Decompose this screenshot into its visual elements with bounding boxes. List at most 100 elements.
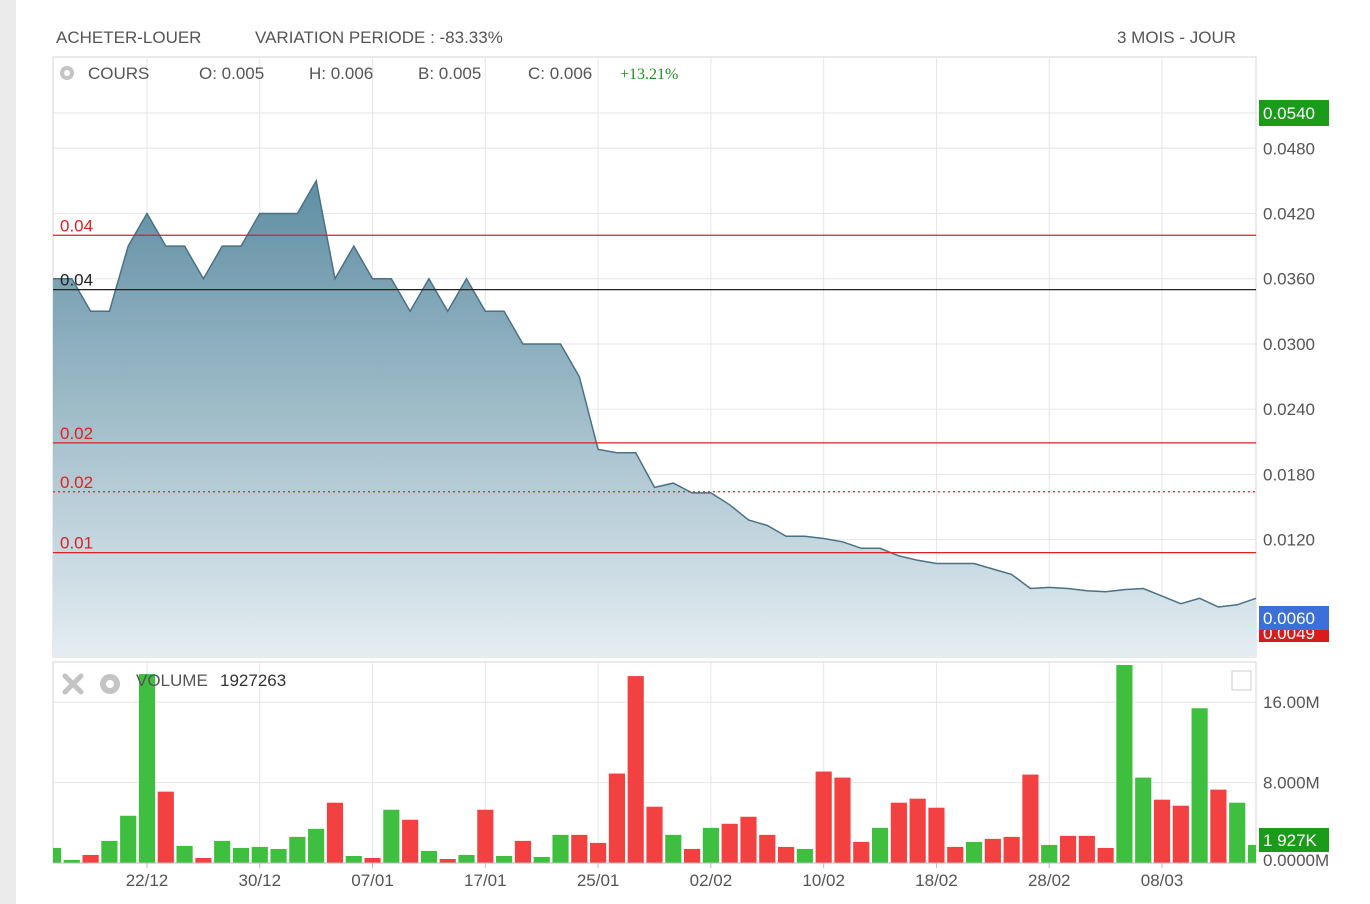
volume-bar bbox=[458, 854, 475, 863]
x-tick-label: 10/02 bbox=[802, 871, 845, 890]
last-price-badge: 0.0060 bbox=[1259, 606, 1329, 630]
volume-bar bbox=[721, 823, 738, 863]
volume-bar bbox=[571, 834, 588, 863]
volume-bar bbox=[251, 846, 268, 863]
volume-bar bbox=[853, 841, 870, 863]
svg-text:0.0540: 0.0540 bbox=[1263, 104, 1315, 123]
volume-bar bbox=[289, 836, 306, 863]
x-tick-label: 07/01 bbox=[351, 871, 394, 890]
volume-bar bbox=[439, 858, 456, 863]
volume-bar bbox=[777, 846, 795, 863]
volume-bar bbox=[1135, 777, 1152, 863]
volume-bar bbox=[759, 834, 776, 863]
volume-bar bbox=[740, 816, 757, 863]
close-value: C: 0.006 bbox=[528, 64, 592, 83]
volume-bar bbox=[120, 815, 137, 863]
open-value: O: 0.005 bbox=[199, 64, 264, 83]
price-y-tick-label: 0.0480 bbox=[1263, 139, 1315, 158]
volume-bar bbox=[53, 847, 62, 863]
volume-bar bbox=[627, 676, 644, 863]
volume-bar bbox=[402, 819, 419, 863]
volume-bar bbox=[590, 842, 607, 863]
volume-bar bbox=[1247, 844, 1256, 863]
volume-y-tick-label: 8.000M bbox=[1263, 774, 1320, 793]
volume-badge: 1 927K bbox=[1259, 828, 1329, 852]
volume-bar bbox=[646, 806, 663, 863]
price-y-axis: 0.0480 0.0420 0.0360 0.0300 0.0240 0.0180 0.01… bbox=[1263, 139, 1315, 549]
volume-bar bbox=[1097, 847, 1114, 863]
period-variation: VARIATION PERIODE : -83.33% bbox=[255, 28, 503, 47]
price-level-label: 0.02 bbox=[60, 473, 93, 492]
high-value: H: 0.006 bbox=[309, 64, 373, 83]
low-value: B: 0.005 bbox=[418, 64, 481, 83]
volume-bar bbox=[947, 846, 964, 863]
volume-bar bbox=[965, 841, 983, 863]
volume-bar bbox=[514, 840, 532, 863]
volume-bar bbox=[1059, 835, 1077, 863]
volume-bar bbox=[496, 855, 513, 863]
x-tick-label: 25/01 bbox=[577, 871, 620, 890]
price-level-label: 0.02 bbox=[60, 424, 93, 443]
price-y-tick-label: 0.0120 bbox=[1263, 531, 1315, 550]
volume-bar bbox=[1078, 835, 1095, 863]
volume-label: VOLUME bbox=[136, 671, 208, 690]
price-area bbox=[53, 180, 1256, 657]
price-y-tick-label: 0.0360 bbox=[1263, 270, 1315, 289]
x-tick-label: 18/02 bbox=[915, 871, 958, 890]
volume-bar bbox=[871, 827, 889, 863]
volume-bar bbox=[63, 859, 80, 863]
volume-bar bbox=[702, 827, 719, 863]
svg-text:1 927K: 1 927K bbox=[1263, 831, 1318, 850]
volume-bar bbox=[984, 838, 1001, 863]
volume-y-axis: 16.00M 8.000M 0.0000M bbox=[1263, 693, 1329, 870]
volume-bar bbox=[195, 857, 212, 863]
volume-bar bbox=[138, 674, 156, 863]
volume-bar bbox=[665, 834, 682, 863]
volume-bars bbox=[53, 665, 1256, 863]
volume-y-tick-label: 0.0000M bbox=[1263, 851, 1329, 870]
volume-bar bbox=[552, 834, 569, 863]
volume-bar bbox=[477, 809, 494, 863]
period-selector[interactable]: 3 MOIS - JOUR bbox=[1117, 28, 1237, 47]
x-tick-label: 22/12 bbox=[126, 871, 169, 890]
gear-icon[interactable] bbox=[100, 674, 120, 694]
change-value: +13.21% bbox=[620, 66, 678, 83]
instrument-title: ACHETER-LOUER bbox=[56, 28, 202, 47]
volume-bar bbox=[157, 791, 174, 863]
x-tick-label: 02/02 bbox=[690, 871, 733, 890]
volume-bar bbox=[364, 857, 381, 863]
volume-y-tick-label: 16.00M bbox=[1263, 693, 1320, 712]
volume-bar bbox=[270, 848, 287, 863]
price-y-tick-label: 0.0420 bbox=[1263, 205, 1315, 224]
volume-bar bbox=[1003, 836, 1020, 863]
volume-bar bbox=[345, 855, 362, 863]
volume-bar bbox=[101, 840, 118, 863]
price-level-label: 0.01 bbox=[60, 534, 93, 553]
volume-bar bbox=[890, 802, 907, 863]
left-sidebar-strip bbox=[0, 0, 16, 904]
price-y-tick-label: 0.0240 bbox=[1263, 400, 1315, 419]
volume-bar bbox=[928, 807, 945, 863]
volume-bar bbox=[815, 771, 832, 863]
volume-bar bbox=[232, 847, 250, 863]
volume-bar bbox=[1041, 844, 1058, 863]
close-icon[interactable] bbox=[62, 673, 84, 695]
volume-bar bbox=[1153, 799, 1171, 863]
volume-bar bbox=[1229, 802, 1246, 863]
volume-bar bbox=[684, 848, 701, 863]
high-price-badge: 0.0540 bbox=[1259, 100, 1329, 126]
svg-text:0.0060: 0.0060 bbox=[1263, 609, 1315, 628]
volume-bar bbox=[1210, 789, 1227, 863]
volume-bar bbox=[214, 840, 231, 863]
volume-bar bbox=[1116, 665, 1133, 863]
volume-bar bbox=[1191, 708, 1208, 863]
volume-bar bbox=[1172, 805, 1189, 863]
volume-toggle-checkbox[interactable] bbox=[1231, 670, 1252, 691]
gear-icon[interactable] bbox=[60, 66, 74, 80]
price-y-tick-label: 0.0180 bbox=[1263, 465, 1315, 484]
volume-bar bbox=[796, 848, 813, 863]
x-tick-label: 28/02 bbox=[1028, 871, 1071, 890]
x-tick-label: 08/03 bbox=[1141, 871, 1184, 890]
x-tick-label: 17/01 bbox=[464, 871, 507, 890]
